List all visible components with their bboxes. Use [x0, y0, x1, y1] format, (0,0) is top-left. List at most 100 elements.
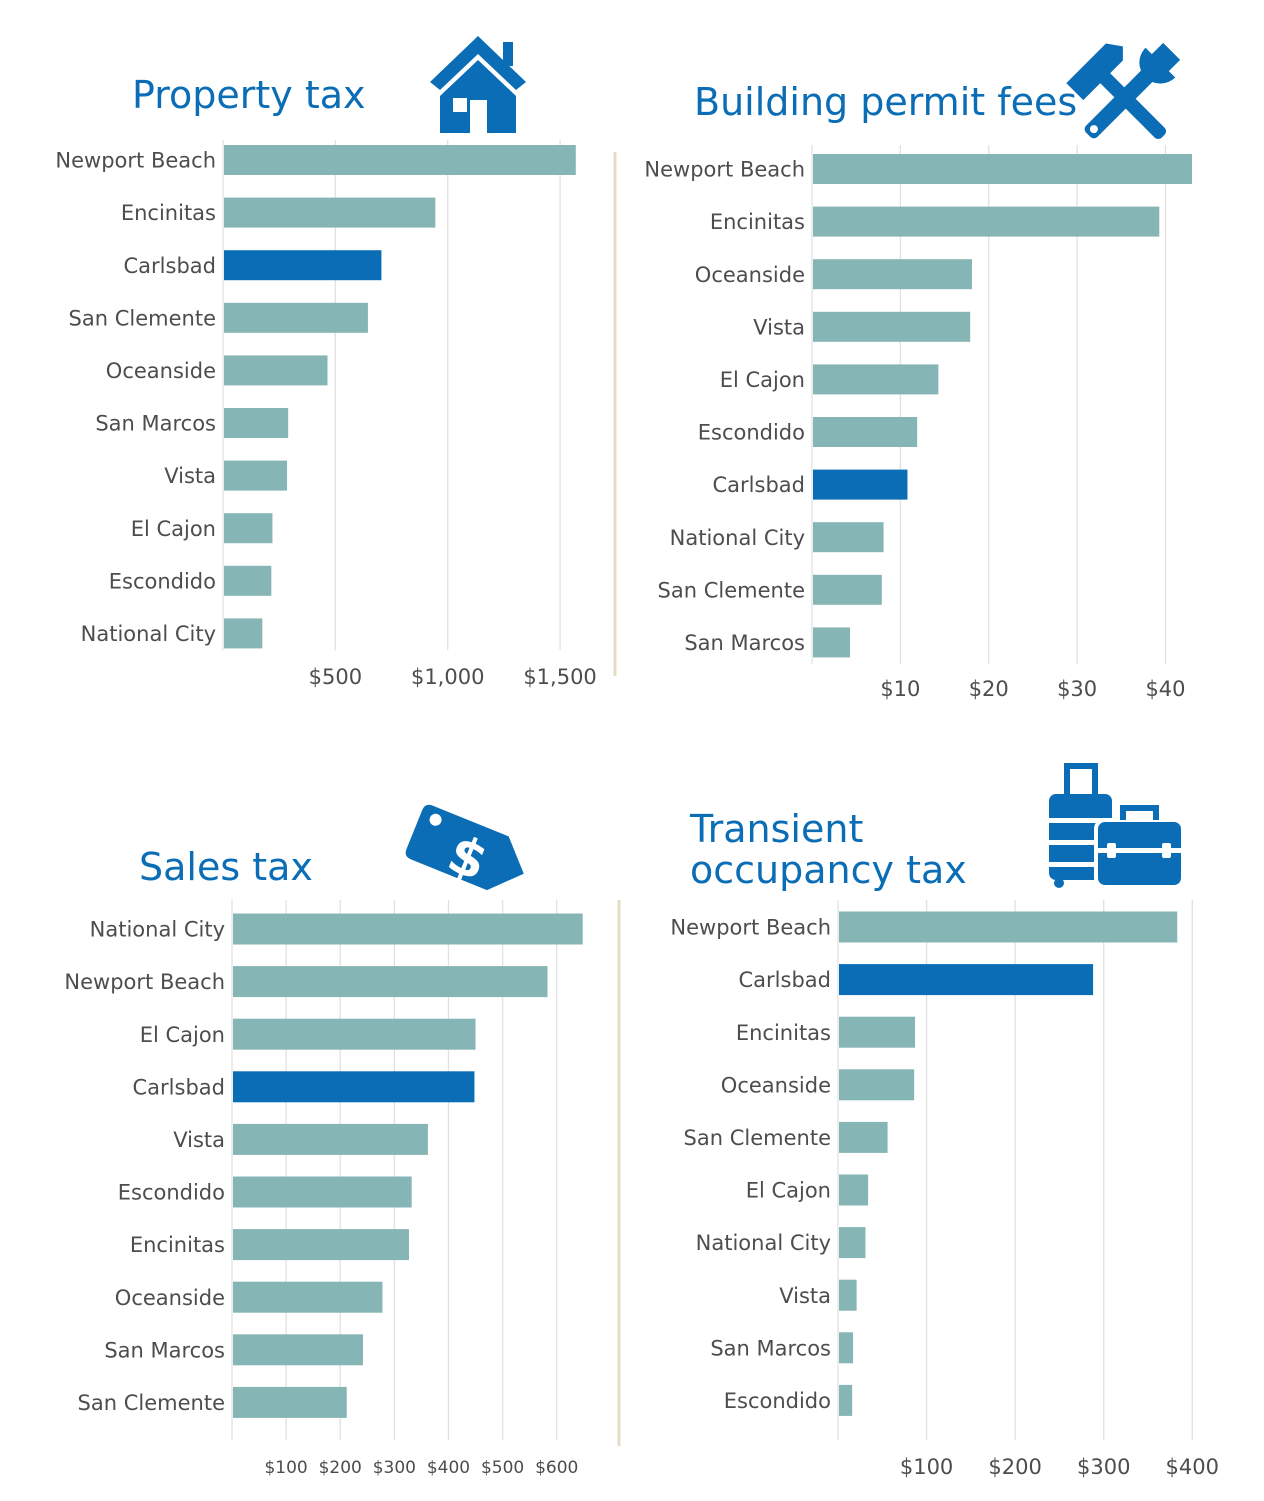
bar-carlsbad	[224, 250, 382, 281]
house-icon	[430, 36, 526, 133]
category-label: San Clemente	[69, 306, 216, 330]
bar-san-marcos	[839, 1332, 854, 1364]
chart-title-line: occupancy tax	[690, 848, 967, 892]
category-label: Oceanside	[721, 1073, 831, 1097]
tick-label: $30	[1057, 677, 1097, 701]
bar-carlsbad	[839, 964, 1094, 996]
bar-san-clemente	[813, 574, 882, 605]
category-label: San Marcos	[684, 631, 805, 655]
bar-el-cajon	[233, 1018, 476, 1050]
category-label: Encinitas	[710, 210, 805, 234]
bar-national-city	[813, 522, 884, 553]
tick-label: $20	[969, 677, 1009, 701]
category-label: Carlsbad	[713, 473, 805, 497]
bar-el-cajon	[839, 1174, 869, 1206]
bar-el-cajon	[813, 364, 939, 395]
category-label: National City	[81, 622, 216, 646]
chart-transient-occupancy-tax: Transient occupancy tax Newport Beach Carls…	[670, 807, 1219, 1479]
category-label: Encinitas	[736, 1021, 831, 1045]
category-label: San Clemente	[684, 1126, 831, 1150]
bar-oceanside	[813, 259, 972, 290]
bar-vista	[233, 1123, 428, 1155]
price-tag-icon: $	[405, 804, 524, 893]
bar-vista	[813, 311, 971, 342]
tick-label: $500	[309, 665, 362, 689]
chart-title: Property tax	[132, 73, 366, 117]
chart-title: Sales tax	[139, 845, 313, 889]
bar-oceanside	[839, 1069, 915, 1101]
chart-title: Transient occupancy tax	[689, 807, 967, 892]
category-label: National City	[670, 526, 805, 550]
chart-title-line: Building permit fees	[694, 80, 1077, 124]
category-label: El Cajon	[140, 1023, 225, 1047]
bar-oceanside	[233, 1281, 383, 1313]
category-label: Newport Beach	[55, 149, 216, 173]
category-label: El Cajon	[720, 368, 805, 392]
bar-escondido	[813, 417, 918, 447]
category-label: San Marcos	[104, 1338, 225, 1362]
bar-san-clemente	[224, 302, 368, 333]
tick-label: $200	[988, 1455, 1041, 1479]
tick-label: $600	[535, 1458, 578, 1478]
category-label: Escondido	[698, 421, 805, 445]
tick-label: $100	[264, 1458, 307, 1478]
tick-label: $300	[1077, 1455, 1130, 1479]
category-label: Oceanside	[115, 1286, 225, 1310]
chart-sales-tax: Sales tax National City Newport Beach El Ca…	[64, 845, 583, 1478]
bar-carlsbad	[233, 1071, 475, 1103]
category-label: San Clemente	[78, 1391, 225, 1415]
chart-title-line: Sales tax	[139, 845, 313, 889]
tick-label: $400	[1166, 1455, 1219, 1479]
category-label: Carlsbad	[133, 1075, 225, 1099]
category-label: Carlsbad	[739, 968, 831, 992]
category-label: National City	[90, 918, 225, 942]
category-label: Newport Beach	[64, 970, 225, 994]
bar-national-city	[224, 618, 263, 649]
category-label: Escondido	[724, 1389, 831, 1413]
category-label: Oceanside	[106, 359, 216, 383]
bar-encinitas	[813, 206, 1160, 237]
chart-title: Building permit fees	[694, 80, 1077, 124]
category-label: Encinitas	[121, 201, 216, 225]
bar-encinitas	[224, 197, 436, 228]
bar-encinitas	[839, 1016, 916, 1048]
category-label: Escondido	[118, 1181, 225, 1205]
bar-san-marcos	[224, 408, 289, 438]
bar-carlsbad	[813, 469, 908, 500]
tick-label: $1,000	[411, 665, 484, 689]
bar-vista	[839, 1279, 857, 1311]
tick-label: $400	[427, 1458, 470, 1478]
tick-label: $100	[900, 1455, 953, 1479]
category-label: Encinitas	[130, 1233, 225, 1257]
category-label: El Cajon	[131, 517, 216, 541]
tick-label: $300	[373, 1458, 416, 1478]
category-label: Vista	[173, 1128, 225, 1152]
luggage-icon	[1049, 763, 1185, 889]
bar-vista	[224, 460, 288, 491]
bar-newport-beach	[839, 911, 1178, 943]
bar-national-city	[839, 1227, 866, 1259]
tick-label: $40	[1145, 677, 1185, 701]
tick-label: $10	[880, 677, 920, 701]
bar-newport-beach	[224, 145, 576, 175]
category-label: Newport Beach	[644, 158, 805, 182]
category-label: Newport Beach	[670, 916, 831, 940]
bar-encinitas	[233, 1229, 409, 1261]
bar-oceanside	[224, 355, 328, 386]
chart-property-tax: Property tax Newport Beach Encinitas Carlsb…	[55, 73, 596, 689]
chart-building-permit-fees: Building permit fees Newport Beach Encinit…	[644, 80, 1192, 701]
bar-el-cajon	[224, 513, 273, 544]
bar-escondido	[224, 565, 272, 596]
tick-label: $500	[481, 1458, 524, 1478]
bar-san-marcos	[233, 1334, 363, 1366]
bar-escondido	[839, 1384, 853, 1416]
category-label: Vista	[779, 1284, 831, 1308]
bar-san-clemente	[233, 1386, 347, 1418]
chart-title-line: Property tax	[132, 73, 366, 117]
bar-san-clemente	[839, 1121, 888, 1153]
bar-newport-beach	[813, 154, 1192, 184]
bar-san-marcos	[813, 627, 850, 658]
wrench-hammer-icon	[1066, 42, 1181, 140]
bar-newport-beach	[233, 966, 548, 998]
tick-label: $200	[319, 1458, 362, 1478]
